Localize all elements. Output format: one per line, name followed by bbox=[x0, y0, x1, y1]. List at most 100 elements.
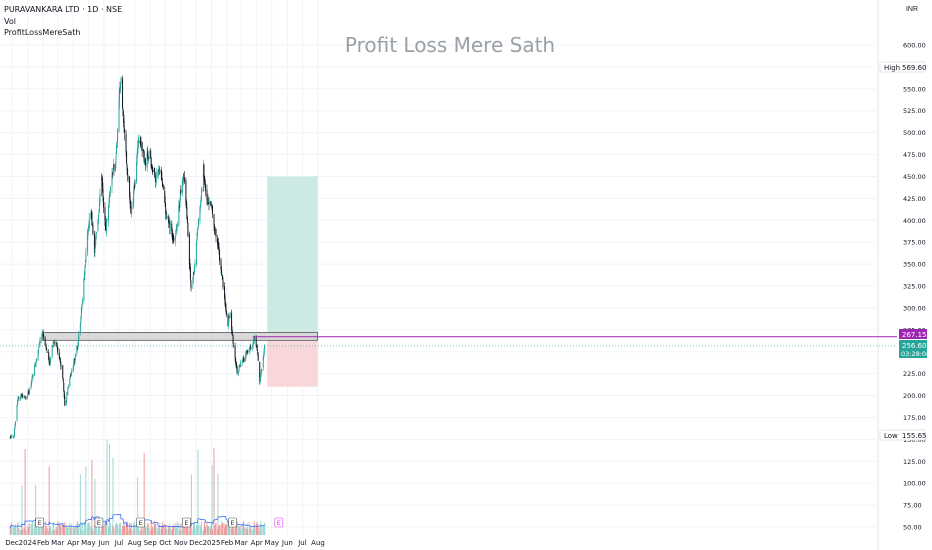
candle-body bbox=[232, 335, 234, 345]
volume-bar bbox=[150, 530, 152, 535]
currency-label[interactable]: INR bbox=[905, 6, 918, 13]
candle-body bbox=[21, 393, 23, 397]
volume-bar bbox=[14, 529, 16, 535]
volume-bar bbox=[132, 528, 134, 535]
volume-bar bbox=[214, 529, 216, 535]
candle-body bbox=[45, 345, 47, 346]
volume-bar bbox=[199, 524, 201, 535]
candle-body bbox=[192, 272, 194, 279]
candle-body bbox=[127, 169, 129, 176]
volume-bar bbox=[104, 526, 106, 535]
volume-bar bbox=[119, 523, 121, 535]
time-axis[interactable]: Dec 2024 Feb Mar Apr May Jun Jul Aug Sep Oct Nov Dec… bbox=[5, 539, 325, 547]
x-tick-label: Mar bbox=[235, 539, 248, 547]
volume-bar bbox=[87, 523, 89, 535]
volume-bar bbox=[44, 521, 46, 535]
volume-bar bbox=[21, 523, 23, 535]
volume-bar bbox=[116, 528, 118, 535]
high-value: 569.60 bbox=[902, 64, 927, 72]
volume-bar bbox=[174, 527, 176, 535]
volume-bar bbox=[17, 523, 19, 535]
volume-bar bbox=[201, 530, 203, 535]
candle-body bbox=[69, 375, 71, 378]
price-axis[interactable]: 50.0075.00100.00125.00150.00175.00200.00… bbox=[903, 41, 926, 531]
candle-body bbox=[73, 361, 75, 367]
candle-body bbox=[118, 99, 120, 132]
volume-bar bbox=[100, 523, 102, 535]
candle-body bbox=[261, 368, 263, 372]
volume-bar bbox=[43, 527, 45, 535]
volume-bar bbox=[236, 523, 238, 535]
y-tick-label: 450.00 bbox=[903, 173, 926, 181]
volume-bar bbox=[17, 521, 19, 535]
volume-bar bbox=[236, 521, 238, 535]
volume-bar bbox=[252, 530, 254, 535]
volume-bar bbox=[157, 529, 159, 535]
volume-bar bbox=[245, 529, 247, 535]
candle-body bbox=[174, 237, 176, 242]
x-tick-label: Jul bbox=[297, 539, 307, 547]
candle-body bbox=[13, 435, 15, 437]
candle-body bbox=[133, 186, 135, 190]
candle-body bbox=[159, 170, 161, 173]
earnings-marker-label: E bbox=[184, 519, 188, 527]
indicator-legend[interactable]: ProfitLossMereSath bbox=[4, 28, 81, 37]
candle-body bbox=[95, 234, 97, 240]
candle-body bbox=[179, 190, 181, 201]
candle-body bbox=[213, 214, 215, 226]
candle-body bbox=[102, 188, 104, 198]
volume-legend[interactable]: Vol bbox=[4, 17, 16, 26]
candle-body bbox=[124, 128, 126, 134]
volume-bar bbox=[221, 521, 223, 535]
countdown-label: 03:28:08 bbox=[901, 350, 930, 358]
candle-body bbox=[49, 363, 51, 364]
candle-body bbox=[169, 223, 171, 230]
volume-bar bbox=[229, 526, 231, 535]
candle-body bbox=[240, 362, 242, 366]
volume-bar bbox=[194, 527, 196, 535]
volume-bar bbox=[122, 525, 124, 535]
volume-bar bbox=[245, 527, 247, 535]
volume-bar bbox=[185, 522, 187, 535]
candle-body bbox=[178, 205, 180, 208]
volume-bar bbox=[50, 526, 52, 535]
symbol-title[interactable]: PURAVANKARA LTD · 1D · NSE bbox=[4, 5, 123, 14]
candle-body bbox=[107, 205, 109, 221]
candle-body bbox=[189, 263, 191, 269]
candle-body bbox=[116, 143, 118, 145]
candle-body bbox=[123, 117, 125, 124]
volume-bar bbox=[173, 523, 175, 535]
candle-body bbox=[155, 179, 157, 182]
volume-bar bbox=[39, 523, 41, 535]
candle-body bbox=[120, 77, 122, 83]
volume-bar bbox=[243, 527, 245, 535]
candle-body bbox=[235, 363, 237, 365]
volume-bar bbox=[197, 523, 199, 535]
candle-body bbox=[144, 160, 146, 164]
volume-bar bbox=[28, 526, 30, 535]
candle-body bbox=[153, 169, 155, 172]
volume-bar bbox=[182, 527, 184, 535]
volume-bar bbox=[262, 526, 264, 535]
candle-body bbox=[97, 215, 99, 223]
candle-body bbox=[85, 252, 87, 263]
volume-bar bbox=[180, 523, 182, 535]
volume-bar bbox=[192, 529, 194, 535]
candle-body bbox=[209, 201, 211, 205]
candlesticks bbox=[9, 75, 266, 440]
candle-body bbox=[215, 228, 217, 238]
candle-body bbox=[141, 141, 143, 152]
volume-bar bbox=[214, 524, 216, 535]
volume-bar bbox=[27, 529, 29, 535]
earnings-marker bbox=[136, 517, 145, 528]
candle-body bbox=[180, 189, 182, 193]
earnings-marker bbox=[35, 517, 44, 528]
candle-body bbox=[112, 170, 114, 173]
x-tick-label: Jun bbox=[281, 539, 293, 547]
volume-bar bbox=[42, 527, 44, 535]
volume-bar bbox=[10, 524, 12, 535]
y-tick-label: 225.00 bbox=[903, 370, 926, 378]
candle-body bbox=[93, 233, 95, 253]
x-tick-label: Apr bbox=[67, 539, 79, 547]
